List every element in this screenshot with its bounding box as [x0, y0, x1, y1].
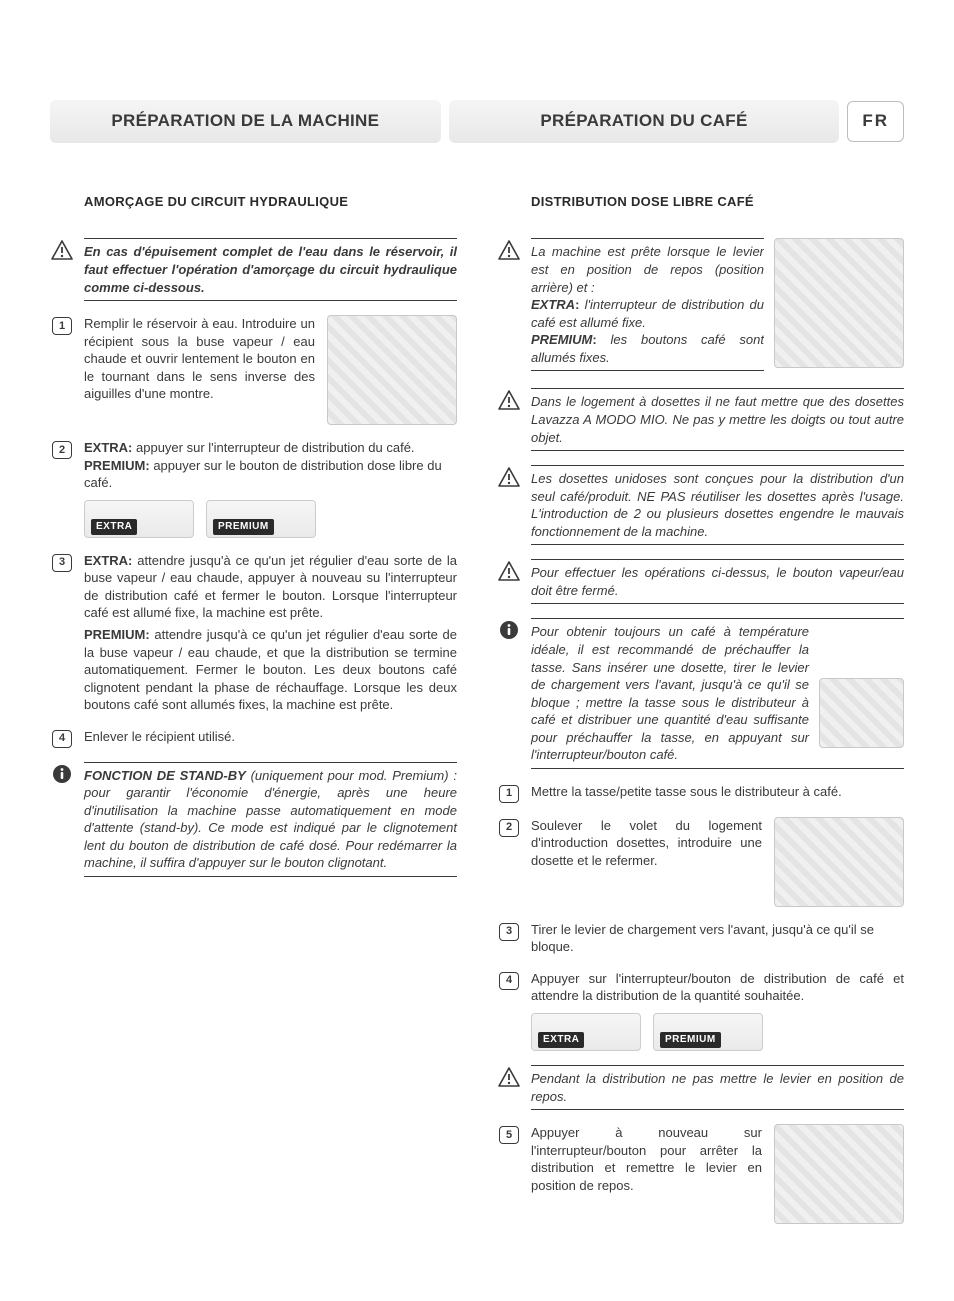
warning-text: Pour effectuer les opérations ci-dessus,…: [531, 559, 904, 604]
step-text: Mettre la tasse/petite tasse sous le dis…: [531, 783, 904, 801]
step-number: 3: [499, 923, 519, 941]
step-2: 2 Soulever le volet du logement d'introd…: [497, 817, 904, 907]
content-columns: AMORÇAGE DU CIRCUIT HYDRAULIQUE En cas d…: [50, 193, 904, 1238]
step-1: 1 Remplir le réservoir à eau. Introduire…: [50, 315, 457, 425]
step-2: 2 EXTRA: appuyer sur l'interrupteur de d…: [50, 439, 457, 538]
warning-text: La machine est prête lorsque le levier e…: [531, 238, 764, 371]
illustration-placeholder: [774, 1124, 904, 1224]
illustration-placeholder: [774, 817, 904, 907]
warning-text: En cas d'épuisement complet de l'eau dan…: [84, 238, 457, 301]
warning-text: Les dosettes unidoses sont conçues pour …: [531, 465, 904, 545]
section-heading-block: DISTRIBUTION DOSE LIBRE CAFÉ: [497, 193, 904, 225]
step-number: 4: [52, 730, 72, 748]
control-panel-premium: PREMIUM: [206, 500, 316, 538]
step-text: Appuyer sur l'interrupteur/bouton de dis…: [531, 970, 904, 1005]
step-text: EXTRA: appuyer sur l'interrupteur de dis…: [84, 439, 457, 457]
step-number: 1: [499, 785, 519, 803]
warning-text: Pendant la distribution ne pas mettre le…: [531, 1065, 904, 1110]
warning-block: Les dosettes unidoses sont conçues pour …: [497, 465, 904, 545]
info-icon: [497, 618, 521, 640]
step-text: Soulever le volet du logement d'introduc…: [531, 817, 762, 870]
step-text: Appuyer à nouveau sur l'interrupteur/bou…: [531, 1124, 762, 1194]
step-number: 1: [52, 317, 72, 335]
page: PRÉPARATION DE LA MACHINE PRÉPARATION DU…: [0, 0, 954, 1288]
warning-block: La machine est prête lorsque le levier e…: [497, 238, 904, 374]
step-text: PREMIUM: attendre jusqu'à ce qu'un jet r…: [84, 626, 457, 714]
warning-block: Dans le logement à dosettes il ne faut m…: [497, 388, 904, 451]
illustration-placeholder: [819, 678, 904, 748]
info-text: FONCTION DE STAND-BY (uniquement pour mo…: [84, 762, 457, 877]
control-panel-extra: EXTRA: [531, 1013, 641, 1051]
warning-icon: [497, 465, 521, 487]
warning-icon: [497, 238, 521, 260]
warning-block: En cas d'épuisement complet de l'eau dan…: [50, 238, 457, 301]
illustration-placeholder: [327, 315, 457, 425]
step-text: PREMIUM: appuyer sur le bouton de distri…: [84, 457, 457, 492]
step-number: 3: [52, 554, 72, 572]
warning-icon: [497, 559, 521, 581]
warning-block: Pendant la distribution ne pas mettre le…: [497, 1065, 904, 1110]
language-badge: FR: [847, 101, 904, 142]
section-heading-block: AMORÇAGE DU CIRCUIT HYDRAULIQUE: [50, 193, 457, 225]
warning-icon: [497, 388, 521, 410]
step-text: Enlever le récipient utilisé.: [84, 728, 457, 746]
step-1: 1 Mettre la tasse/petite tasse sous le d…: [497, 783, 904, 803]
right-column: DISTRIBUTION DOSE LIBRE CAFÉ La machine …: [497, 193, 904, 1238]
warning-text: Dans le logement à dosettes il ne faut m…: [531, 388, 904, 451]
warning-icon: [497, 1065, 521, 1087]
step-number: 2: [499, 819, 519, 837]
step-4: 4 Appuyer sur l'interrupteur/bouton de d…: [497, 970, 904, 1051]
section-title: DISTRIBUTION DOSE LIBRE CAFÉ: [531, 193, 904, 211]
header-title-left: PRÉPARATION DE LA MACHINE: [50, 100, 441, 143]
step-text: Tirer le levier de chargement vers l'ava…: [531, 921, 904, 956]
machine-illustration: [774, 238, 904, 368]
left-column: AMORÇAGE DU CIRCUIT HYDRAULIQUE En cas d…: [50, 193, 457, 1238]
step-text: EXTRA: attendre jusqu'à ce qu'un jet rég…: [84, 552, 457, 622]
step-number: 5: [499, 1126, 519, 1144]
control-panel-extra: EXTRA: [84, 500, 194, 538]
header-title-right: PRÉPARATION DU CAFÉ: [449, 100, 840, 143]
step-number: 4: [499, 972, 519, 990]
info-block: Pour obtenir toujours un café à températ…: [497, 618, 904, 768]
step-5: 5 Appuyer à nouveau sur l'interrupteur/b…: [497, 1124, 904, 1224]
header-bar: PRÉPARATION DE LA MACHINE PRÉPARATION DU…: [50, 100, 904, 143]
step-number: 2: [52, 441, 72, 459]
info-icon: [50, 762, 74, 784]
step-4: 4 Enlever le récipient utilisé.: [50, 728, 457, 748]
section-title: AMORÇAGE DU CIRCUIT HYDRAULIQUE: [84, 193, 457, 211]
warning-block: Pour effectuer les opérations ci-dessus,…: [497, 559, 904, 604]
step-3: 3 EXTRA: attendre jusqu'à ce qu'un jet r…: [50, 552, 457, 714]
info-block: FONCTION DE STAND-BY (uniquement pour mo…: [50, 762, 457, 877]
step-3: 3 Tirer le levier de chargement vers l'a…: [497, 921, 904, 956]
step-text: Remplir le réservoir à eau. Introduire u…: [84, 315, 315, 403]
control-panel-premium: PREMIUM: [653, 1013, 763, 1051]
warning-icon: [50, 238, 74, 260]
